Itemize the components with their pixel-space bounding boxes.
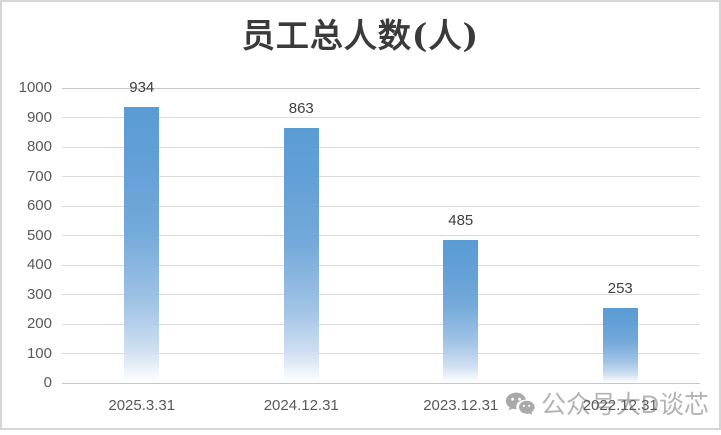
bar: [124, 107, 160, 383]
gridline: [62, 117, 700, 118]
bar: [602, 308, 638, 383]
x-axis-category-label: 2025.3.31: [108, 397, 176, 414]
y-axis-tick-label: 100: [26, 344, 52, 362]
chart-title: 员工总人数(人): [241, 16, 480, 55]
bar-value-label: 253: [607, 280, 633, 298]
wechat-icon: [505, 392, 535, 415]
gridline: [62, 264, 700, 266]
gridline: [62, 294, 700, 295]
y-axis-tick-label: 0: [43, 374, 52, 391]
gridline: [62, 87, 700, 89]
y-axis-tick-label: 500: [26, 226, 52, 244]
bar: [443, 239, 479, 383]
gridline: [62, 382, 700, 384]
x-axis-category-label: 2023.12.31: [423, 397, 499, 414]
y-axis-tick-label: 400: [26, 256, 52, 273]
gridline: [62, 205, 700, 207]
gridline: [62, 353, 700, 354]
watermark-text: 公众号大D谈芯: [541, 391, 710, 419]
y-axis-tick-label: 600: [26, 197, 52, 214]
x-axis-category-label: 2024.12.31: [263, 397, 339, 414]
watermark: 公众号大D谈芯: [504, 390, 709, 420]
gridline: [62, 323, 700, 325]
bar: [283, 128, 319, 383]
y-axis-tick-label: 700: [26, 167, 52, 185]
y-axis-tick-label: 1000: [18, 79, 52, 96]
bar-value-label: 934: [129, 79, 155, 97]
bar-value-label: 863: [288, 100, 314, 118]
y-axis-tick-label: 900: [26, 108, 52, 126]
bar-value-label: 485: [448, 211, 474, 229]
gridline: [62, 146, 700, 148]
x-axis-category-label: 2022.12.31: [582, 397, 658, 414]
y-axis-tick-label: 200: [26, 315, 52, 332]
gridline: [62, 176, 700, 177]
y-axis-tick-label: 300: [26, 285, 52, 303]
gridline: [62, 235, 700, 236]
y-axis-tick-label: 800: [26, 138, 52, 155]
